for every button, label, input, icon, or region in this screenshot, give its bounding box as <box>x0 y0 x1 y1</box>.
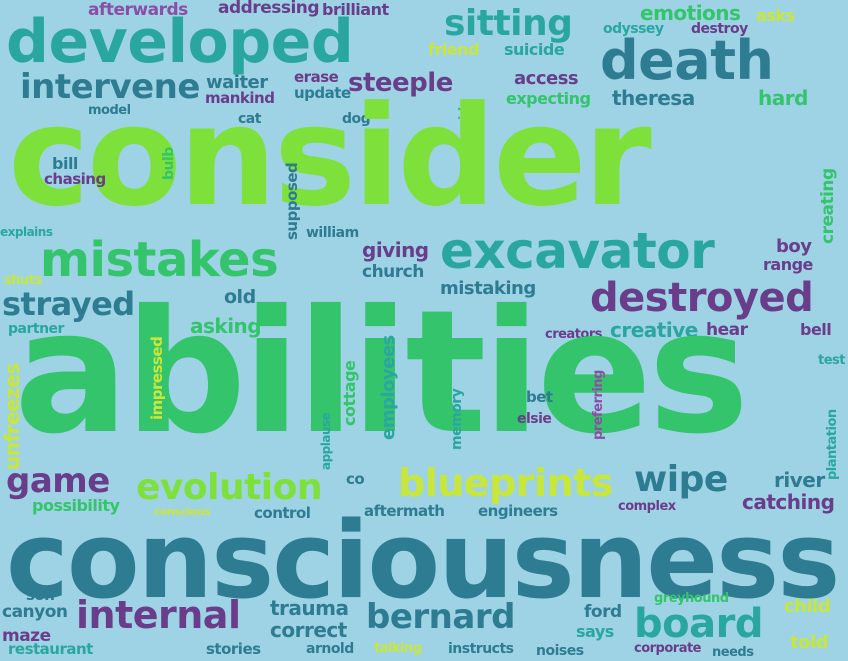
word: mistakes <box>40 232 279 288</box>
word: creative <box>610 318 698 342</box>
word: church <box>362 262 424 282</box>
word: engineers <box>478 502 558 520</box>
word: cottage <box>340 360 359 426</box>
word: trauma <box>270 596 349 620</box>
word: afterwards <box>88 0 188 20</box>
word: conscious <box>154 505 211 518</box>
word: sitting <box>444 3 573 44</box>
word: partner <box>8 321 64 337</box>
word: shuts <box>4 273 42 288</box>
word: mistaking <box>440 278 536 299</box>
word: death <box>600 29 774 92</box>
word: greyhound <box>654 591 729 606</box>
word: supposed <box>283 162 301 240</box>
word: game <box>6 461 110 501</box>
word: aftermath <box>364 502 445 520</box>
word: says <box>576 622 614 641</box>
word: consider <box>8 76 652 237</box>
word: river <box>774 468 825 492</box>
word: emotions <box>640 1 741 25</box>
word: theresa <box>612 86 695 110</box>
word: elsie <box>517 411 552 427</box>
word: blueprints <box>398 461 613 505</box>
word: child <box>784 596 831 617</box>
word: excavator <box>440 222 715 280</box>
word: evolution <box>136 467 323 508</box>
word: bell <box>800 320 832 339</box>
word: destroy <box>691 21 748 37</box>
word: noises <box>536 643 584 659</box>
word: asking <box>190 314 262 338</box>
word: old <box>224 286 256 308</box>
word: brilliant <box>322 0 389 19</box>
word: cat <box>238 111 261 127</box>
word: creators <box>545 327 603 342</box>
word: memory <box>449 388 465 450</box>
word: strayed <box>2 285 135 323</box>
word: catching <box>742 490 835 514</box>
word: impressed <box>148 336 166 420</box>
word: co <box>346 470 365 488</box>
word: bulb <box>161 147 177 180</box>
word: plantation <box>825 409 840 480</box>
word: stories <box>206 640 261 658</box>
word: restaurant <box>8 640 93 658</box>
word: employees <box>378 335 399 440</box>
word: maze <box>2 626 51 646</box>
word: model <box>88 103 131 118</box>
word: chasing <box>44 170 106 188</box>
word: friend <box>428 40 480 59</box>
word: explains <box>0 225 53 239</box>
word: canyon <box>2 602 68 622</box>
word: william <box>306 225 359 241</box>
word: wipe <box>634 459 728 500</box>
word: abilities <box>14 274 749 472</box>
word: talking <box>374 641 422 656</box>
word: internal <box>76 593 241 637</box>
word: asks <box>756 6 795 25</box>
word: hard <box>758 86 808 110</box>
word: odyssey <box>603 21 664 37</box>
word: intervene <box>20 67 200 107</box>
word: mankind <box>205 89 275 107</box>
word: hear <box>706 320 748 340</box>
word: erase <box>294 68 339 86</box>
word: board <box>634 601 763 647</box>
word: complex <box>618 499 676 514</box>
word: son <box>26 586 55 604</box>
word: corporate <box>634 641 702 656</box>
word: addressing <box>218 0 320 18</box>
word: range <box>763 255 813 274</box>
word: test <box>818 353 845 368</box>
word: destroyed <box>590 275 814 321</box>
word: control <box>254 504 311 522</box>
word: ford <box>584 602 622 622</box>
word: waiter <box>206 72 268 93</box>
word: dog <box>342 111 371 127</box>
word: applause <box>319 412 333 470</box>
word: preferring <box>591 370 606 440</box>
word: bill <box>52 154 78 173</box>
word: unfreezes <box>0 363 24 470</box>
word: possibility <box>32 496 120 515</box>
word: update <box>294 84 351 102</box>
word: steeple <box>348 68 453 98</box>
word: arnold <box>306 641 354 657</box>
word: correct <box>270 618 347 642</box>
word: bernard <box>366 597 515 637</box>
word: developed <box>6 7 354 77</box>
word: suicide <box>504 40 565 59</box>
word: consciousness <box>6 499 840 622</box>
word: expecting <box>506 89 591 108</box>
word: giving <box>362 238 429 262</box>
word: told <box>790 632 829 653</box>
word: needs <box>712 645 754 660</box>
word: boy <box>776 236 812 257</box>
word: creating <box>818 168 838 244</box>
word: access <box>514 68 579 89</box>
word: instructs <box>448 641 514 657</box>
word: bet <box>526 388 553 406</box>
